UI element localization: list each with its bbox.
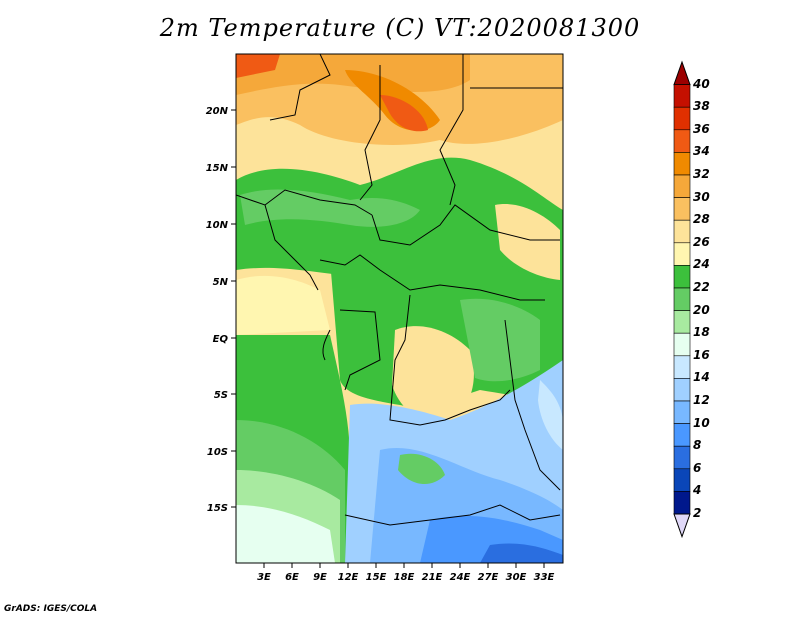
colorbar-segment bbox=[673, 423, 691, 447]
lon-tick-label: 30E bbox=[506, 572, 527, 583]
colorbar-segment bbox=[673, 265, 691, 289]
lat-tick-label: 20N bbox=[206, 106, 229, 117]
colorbar-label: 2 bbox=[693, 506, 702, 520]
colorbar-label: 26 bbox=[693, 234, 710, 249]
lat-tick-label: 5S bbox=[214, 390, 228, 401]
colorbar-label: 36 bbox=[693, 121, 710, 136]
colorbar-segment bbox=[673, 242, 691, 266]
colorbar-segment bbox=[673, 174, 691, 198]
lon-tick-label: 27E bbox=[478, 572, 499, 583]
colorbar-label: 6 bbox=[693, 460, 702, 475]
colorbar-segment bbox=[673, 445, 691, 470]
lon-tick-label: 9E bbox=[313, 572, 327, 583]
credit-text: GrADS: IGES/COLA bbox=[4, 604, 98, 614]
colorbar-segment bbox=[673, 468, 691, 492]
colorbar-label: 32 bbox=[693, 167, 710, 181]
colorbar-label: 8 bbox=[693, 438, 702, 453]
colorbar-label: 22 bbox=[693, 280, 710, 294]
temperature-field bbox=[236, 54, 563, 563]
lon-tick-label: 15E bbox=[366, 572, 387, 583]
lon-tick-label: 12E bbox=[338, 572, 359, 583]
colorbar bbox=[673, 60, 691, 539]
colorbar-label: 14 bbox=[693, 370, 710, 385]
colorbar-segment bbox=[673, 491, 691, 515]
colorbar-label: 24 bbox=[693, 257, 710, 272]
colorbar-segment bbox=[673, 152, 691, 176]
colorbar-top-triangle bbox=[673, 60, 691, 86]
lat-axis: 20N 15N 10N 5N EQ 5S 10S 15S bbox=[206, 106, 236, 514]
map-frame bbox=[235, 53, 564, 564]
colorbar-segment bbox=[673, 84, 691, 108]
lon-tick-label: 18E bbox=[394, 572, 415, 583]
colorbar-segment bbox=[673, 197, 691, 221]
colorbar-label: 16 bbox=[693, 347, 710, 362]
lat-tick-label: EQ bbox=[213, 334, 229, 345]
colorbar-label: 20 bbox=[693, 302, 710, 317]
lon-axis: 3E 6E 9E 12E 15E 18E 21E 24E 27E 30E 33E bbox=[257, 563, 555, 583]
colorbar-label: 4 bbox=[693, 483, 702, 498]
colorbar-label: 10 bbox=[693, 415, 710, 430]
colorbar-label: 34 bbox=[693, 144, 710, 159]
colorbar-segment bbox=[673, 219, 691, 244]
colorbar-label: 18 bbox=[693, 325, 710, 340]
colorbar-label: 30 bbox=[693, 189, 710, 204]
lon-tick-label: 24E bbox=[450, 572, 471, 583]
country-borders bbox=[236, 54, 563, 526]
lon-tick-label: 21E bbox=[422, 572, 443, 583]
lon-tick-label: 33E bbox=[534, 572, 555, 583]
colorbar-label: 28 bbox=[693, 212, 710, 227]
lat-tick-label: 15S bbox=[207, 503, 228, 514]
colorbar-label: 38 bbox=[693, 99, 710, 114]
lat-tick-label: 10S bbox=[207, 447, 228, 458]
lon-tick-label: 3E bbox=[257, 572, 271, 583]
colorbar-segment bbox=[673, 129, 691, 153]
lat-tick-label: 15N bbox=[206, 163, 229, 174]
colorbar-segment bbox=[673, 400, 691, 424]
lat-tick-label: 5N bbox=[213, 277, 229, 288]
colorbar-segment bbox=[673, 378, 691, 402]
colorbar-label: 40 bbox=[693, 76, 710, 91]
lat-tick-label: 10N bbox=[206, 220, 229, 231]
map-title: 2m Temperature (C) VT:2020081300 bbox=[159, 14, 641, 42]
colorbar-segment bbox=[673, 355, 691, 379]
colorbar-bottom-triangle bbox=[673, 513, 691, 539]
colorbar-segment bbox=[673, 332, 691, 357]
colorbar-segment bbox=[673, 310, 691, 334]
colorbar-segment bbox=[673, 106, 691, 131]
lon-tick-label: 6E bbox=[285, 572, 299, 583]
colorbar-segment bbox=[673, 287, 691, 311]
colorbar-label: 12 bbox=[693, 393, 710, 407]
